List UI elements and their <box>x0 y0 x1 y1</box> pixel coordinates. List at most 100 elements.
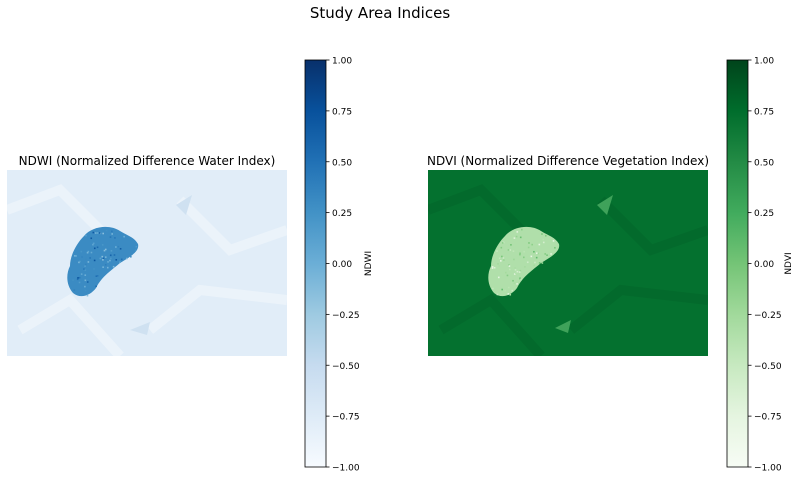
ndwi-speckle-pixel <box>84 263 87 266</box>
ndvi-speckle-pixel <box>541 262 544 264</box>
ndvi-colorbar-ticks: 1.00 0.75 0.50 0.25 0.00 −0.25 −0.50 −0.75 −1.00 <box>748 57 782 474</box>
ndvi-speckle-pixel <box>519 236 522 239</box>
ndvi-speckle-pixel <box>498 257 501 260</box>
ndvi-speckle-pixel <box>502 257 505 259</box>
ndwi-speckle-pixel <box>119 247 122 250</box>
ndwi-speckle-pixel <box>80 273 83 275</box>
ndwi-speckle-pixel <box>86 294 89 297</box>
ndwi-speckle-pixel <box>86 281 89 283</box>
ndwi-speckle-pixel <box>135 245 138 248</box>
ndvi-speckle-pixel <box>526 261 529 264</box>
ndvi-speckle-pixel <box>501 288 503 291</box>
ndvi-lake-speckle <box>491 228 556 296</box>
ndwi-speckle-pixel <box>92 242 95 245</box>
ndwi-speckle-pixel <box>95 285 97 288</box>
ndvi-speckle-pixel <box>491 266 494 268</box>
ndvi-speckle-pixel <box>492 287 494 290</box>
ndvi-speckle-pixel <box>511 289 514 292</box>
ndwi-title: NDWI (Normalized Difference Water Index) <box>19 154 276 168</box>
ndvi-colorbar-tick-label: −0.25 <box>754 311 782 321</box>
ndvi-speckle-pixel <box>531 243 533 246</box>
ndvi-speckle-pixel <box>542 238 545 241</box>
ndwi-speckle-pixel <box>106 266 109 269</box>
ndvi-speckle-pixel <box>497 276 500 279</box>
ndvi-speckle-pixel <box>514 267 516 269</box>
ndwi-speckle-pixel <box>84 279 87 282</box>
ndwi-speckle-pixel <box>92 243 94 246</box>
ndwi-speckle-pixel <box>96 275 99 277</box>
ndwi-speckle-pixel <box>102 232 104 235</box>
ndwi-speckle-pixel <box>84 289 87 292</box>
ndwi-speckle-pixel <box>74 255 76 257</box>
ndvi-speckle-pixel <box>545 234 547 237</box>
ndwi-speckle-pixel <box>101 255 104 258</box>
ndvi-colorbar-tick-label: −1.00 <box>754 464 782 474</box>
ndwi-speckle-pixel <box>89 257 91 259</box>
ndvi-colorbar-tick-label: −0.75 <box>754 413 782 423</box>
ndwi-speckle-pixel <box>104 248 107 251</box>
ndwi-speckle-pixel <box>93 259 96 262</box>
ndwi-speckle-pixel <box>84 265 86 267</box>
ndwi-speckle-pixel <box>120 258 123 261</box>
ndwi-colorbar-tick-label: −1.00 <box>332 464 360 474</box>
ndwi-speckle-pixel <box>109 236 112 238</box>
ndwi-panel: NDWI (Normalized Difference Water Index) <box>7 154 287 356</box>
ndvi-speckle-pixel <box>513 282 516 285</box>
ndvi-colorbar: 1.00 0.75 0.50 0.25 0.00 −0.25 −0.50 −0.75 −1.00… <box>726 57 794 474</box>
ndvi-speckle-pixel <box>506 274 509 277</box>
ndvi-speckle-pixel <box>524 266 526 268</box>
ndwi-speckle-pixel <box>109 254 112 257</box>
ndwi-colorbar-tick-label: 0.00 <box>332 260 352 270</box>
ndwi-speckle-pixel <box>114 231 116 234</box>
ndvi-colorbar-tick-label: 0.25 <box>754 209 774 219</box>
ndwi-colorbar-tick-label: −0.25 <box>332 311 360 321</box>
ndwi-speckle-pixel <box>83 268 85 270</box>
ndwi-speckle-pixel <box>80 250 83 253</box>
ndvi-speckle-pixel <box>514 272 517 274</box>
ndvi-speckle-pixel <box>504 271 507 274</box>
ndvi-speckle-pixel <box>493 266 496 269</box>
ndwi-speckle-pixel <box>114 237 116 239</box>
ndwi-speckle-pixel <box>90 251 93 254</box>
ndvi-speckle-pixel <box>497 263 499 265</box>
ndvi-speckle-pixel <box>541 233 543 235</box>
ndwi-colorbar-tick-label: −0.50 <box>332 362 360 372</box>
ndvi-speckle-pixel <box>533 250 535 253</box>
ndwi-speckle-pixel <box>130 255 132 258</box>
ndwi-field-texture <box>7 184 287 356</box>
ndwi-speckle-pixel <box>107 261 109 263</box>
ndvi-speckle-pixel <box>501 242 504 244</box>
ndwi-speckle-pixel <box>78 261 80 264</box>
ndvi-speckle-pixel <box>507 249 510 251</box>
ndvi-speckle-pixel <box>518 271 521 273</box>
ndwi-speckle-pixel <box>117 245 120 248</box>
ndvi-speckle-pixel <box>508 264 510 267</box>
ndvi-speckle-pixel <box>510 235 513 237</box>
ndvi-colorbar-label: NDVI <box>784 252 794 274</box>
ndwi-colorbar-tick-label: 0.25 <box>332 209 352 219</box>
ndvi-speckle-pixel <box>538 243 541 246</box>
ndwi-colorbar-tick-label: 1.00 <box>332 57 352 67</box>
ndwi-speckle-pixel <box>93 247 96 250</box>
ndvi-colorbar-tick-label: 0.50 <box>754 158 774 168</box>
ndwi-colorbar-label: NDWI <box>364 251 374 276</box>
ndwi-speckle-pixel <box>85 234 87 237</box>
ndwi-speckle-pixel <box>115 246 117 248</box>
ndwi-colorbar-tick-label: −0.75 <box>332 413 360 423</box>
ndvi-speckle-pixel <box>499 260 502 262</box>
ndwi-speckle-pixel <box>72 279 74 281</box>
ndwi-speckle-pixel <box>84 269 87 272</box>
ndvi-speckle-pixel <box>509 293 512 296</box>
ndwi-speckle-pixel <box>77 277 79 279</box>
ndvi-colorbar-tick-label: −0.50 <box>754 362 782 372</box>
ndwi-colorbar-tick-label: 0.75 <box>332 107 352 117</box>
ndwi-speckle-pixel <box>93 268 95 270</box>
ndvi-speckle-pixel <box>519 277 521 279</box>
ndvi-speckle-pixel <box>501 255 503 258</box>
ndwi-speckle-pixel <box>98 232 101 234</box>
ndwi-speckle-pixel <box>104 256 107 258</box>
ndvi-colorbar-tick-label: 0.00 <box>754 260 774 270</box>
ndvi-speckle-pixel <box>507 286 510 289</box>
ndvi-speckle-pixel <box>533 264 535 267</box>
